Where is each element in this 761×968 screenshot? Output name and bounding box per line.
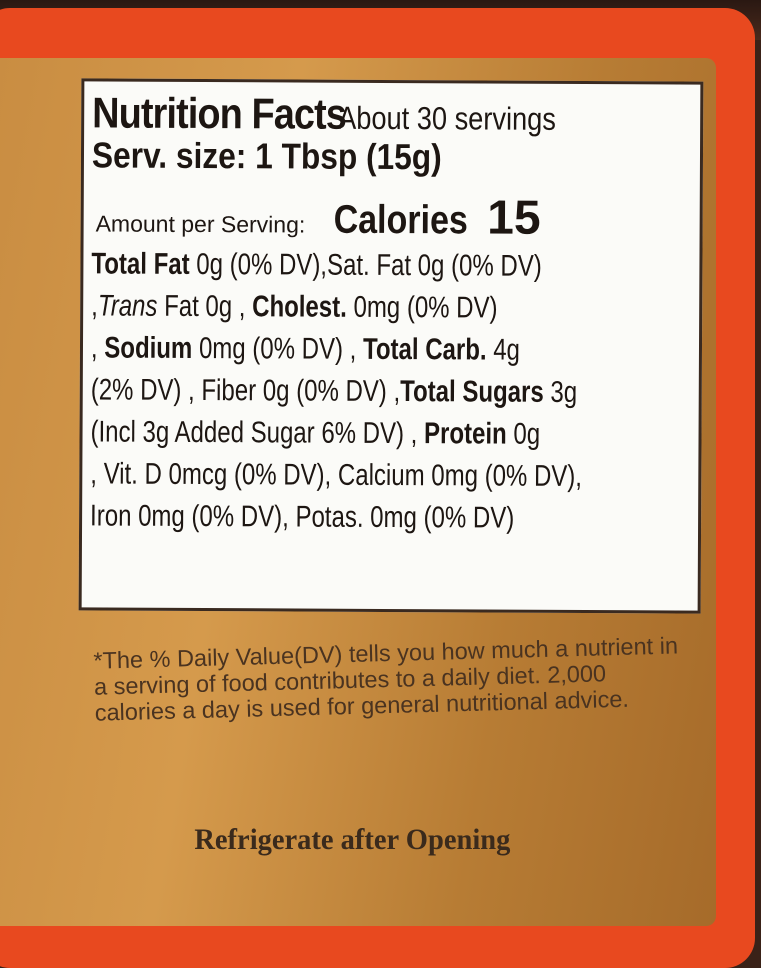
nutrition-facts-panel: Nutrition Facts About 30 servings Serv. … (78, 78, 704, 614)
nutrient-text: Fat 0g , (157, 289, 253, 324)
nutrient-name: Cholest. (252, 290, 347, 324)
nutrient-text: (Incl 3g Added Sugar 6% DV) , (90, 415, 425, 451)
calories-label: Calories (333, 197, 468, 243)
nutrient-line: ,Trans Fat 0g , Cholest. 0mg (0% DV) (91, 285, 691, 330)
nutrition-title: Nutrition Facts (92, 89, 347, 139)
calories-value: 15 (487, 191, 541, 245)
nutrient-line: (Incl 3g Added Sugar 6% DV) , Protein 0g (90, 411, 690, 456)
nutrient-text: , Vit. D 0mcg (0% DV), Calcium 0mg (0% D… (90, 457, 583, 494)
servings-per-container: About 30 servings (338, 99, 557, 137)
daily-value-footnote: *The % Daily Value(DV) tells you how muc… (93, 632, 679, 726)
nutrient-name: Protein (423, 417, 507, 451)
nutrient-line: , Vit. D 0mcg (0% DV), Calcium 0mg (0% D… (90, 453, 690, 498)
nutrient-text: 0g (0% DV),Sat. Fat 0g (0% DV) (189, 247, 542, 283)
nutrient-lines: Total Fat 0g (0% DV),Sat. Fat 0g (0% DV)… (90, 243, 692, 540)
nutrient-text: 0mg (0% DV) , (192, 331, 364, 366)
nutrient-text: 0g (506, 417, 541, 451)
nutrient-text: Iron 0mg (0% DV), Potas. 0mg (0% DV) (90, 499, 515, 535)
nutrient-text: , (90, 331, 105, 365)
nutrient-text: 3g (543, 375, 578, 409)
nutrient-line: Iron 0mg (0% DV), Potas. 0mg (0% DV) (90, 495, 690, 540)
nutrient-line: , Sodium 0mg (0% DV) , Total Carb. 4g (91, 327, 691, 372)
serving-size: Serv. size: 1 Tbsp (15g) (91, 134, 442, 178)
nutrient-name: Total Fat (91, 247, 190, 281)
nutrient-name: Total Sugars (400, 375, 544, 409)
nutrient-text: (2% DV) , Fiber 0g (0% DV) , (90, 373, 401, 409)
nutrient-text: 0mg (0% DV) (346, 290, 498, 325)
nutrient-name: Total Carb. (362, 332, 487, 367)
nutrient-line: Total Fat 0g (0% DV),Sat. Fat 0g (0% DV) (91, 243, 691, 288)
nutrient-text: 4g (486, 333, 521, 367)
amount-per-serving: Amount per Serving: (95, 210, 306, 238)
nutrient-line: (2% DV) , Fiber 0g (0% DV) ,Total Sugars… (91, 369, 691, 414)
nutrient-text: Trans (97, 289, 158, 323)
storage-instruction: Refrigerate after Opening (194, 823, 511, 856)
nutrient-name: Sodium (104, 331, 193, 365)
